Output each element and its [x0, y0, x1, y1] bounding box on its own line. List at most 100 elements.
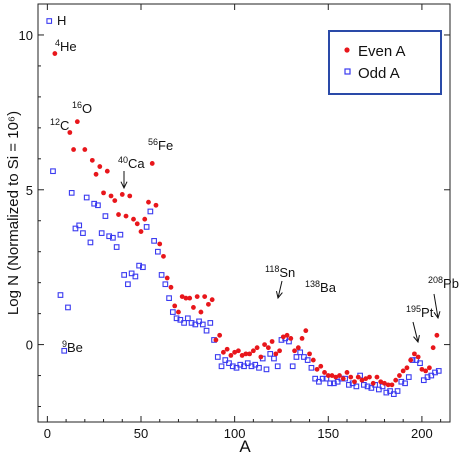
- even-a-point: [397, 373, 402, 378]
- odd-a-point: [346, 381, 352, 388]
- odd-a-point: [91, 200, 98, 207]
- even-a-point: [131, 216, 136, 222]
- even-a-point: [352, 379, 357, 385]
- even-a-point: [340, 376, 346, 382]
- even-a-point: [262, 342, 267, 347]
- annotation-he: 4He: [55, 38, 77, 54]
- odd-a-point: [57, 292, 64, 298]
- y-tick-label: 5: [26, 183, 33, 198]
- odd-a-point: [65, 304, 71, 311]
- annotation-arrowhead: [275, 291, 283, 300]
- even-a-point: [389, 382, 395, 388]
- even-a-point: [239, 353, 245, 358]
- odd-a-point: [361, 381, 367, 388]
- even-a-point: [363, 376, 369, 382]
- even-a-point: [310, 357, 316, 363]
- even-a-point: [134, 221, 140, 227]
- even-a-point: [385, 382, 391, 388]
- odd-a-point: [402, 380, 408, 387]
- x-tick-label: 50: [134, 426, 148, 441]
- even-a-point: [74, 119, 80, 125]
- even-a-point: [277, 348, 282, 354]
- legend-odd-label: Odd A: [358, 65, 400, 82]
- odd-a-point: [274, 363, 281, 370]
- annotation-arrowhead: [120, 181, 128, 190]
- odd-a-point: [237, 361, 244, 368]
- odd-a-point: [177, 316, 184, 323]
- even-a-point: [217, 332, 223, 338]
- odd-a-point: [252, 361, 259, 368]
- odd-a-point: [353, 383, 360, 390]
- even-a-point: [224, 346, 230, 352]
- legend-odd-marker: [344, 68, 351, 75]
- odd-a-point: [61, 347, 68, 354]
- odd-a-point: [117, 231, 124, 238]
- odd-a-point: [222, 357, 229, 363]
- odd-a-point: [289, 363, 296, 370]
- x-tick-label: 100: [224, 426, 246, 441]
- odd-a-point: [158, 272, 165, 278]
- even-a-point: [89, 157, 95, 163]
- odd-a-point: [46, 18, 53, 24]
- even-a-point: [295, 345, 301, 351]
- odd-a-point: [394, 388, 401, 394]
- odd-a-point: [132, 273, 139, 280]
- odd-a-point: [136, 262, 142, 269]
- even-a-point: [232, 349, 238, 355]
- odd-a-point: [375, 386, 382, 393]
- even-a-point: [370, 380, 376, 386]
- y-tick-label: 0: [26, 338, 33, 353]
- even-a-point: [269, 339, 275, 344]
- even-a-point: [221, 349, 226, 355]
- even-a-point: [419, 366, 425, 372]
- annotation-be: 9Be: [62, 339, 83, 355]
- odd-a-point: [226, 360, 232, 367]
- y-tick-label: 10: [19, 28, 33, 43]
- odd-a-point: [432, 369, 438, 376]
- odd-a-point: [113, 244, 120, 250]
- even-a-point: [329, 373, 335, 378]
- even-a-point: [348, 374, 354, 380]
- odd-a-point: [297, 349, 304, 356]
- even-a-point: [412, 351, 417, 357]
- odd-a-point: [256, 364, 262, 371]
- even-a-point: [243, 351, 249, 357]
- even-a-point: [168, 284, 174, 290]
- odd-a-point: [383, 389, 390, 396]
- odd-a-point: [398, 378, 405, 385]
- odd-a-point: [87, 239, 94, 246]
- odd-a-point: [121, 272, 127, 278]
- annotation-sn: 118Sn: [265, 264, 295, 280]
- odd-a-point: [319, 375, 326, 382]
- even-a-point: [314, 366, 320, 372]
- even-a-point: [322, 370, 327, 375]
- annotation-c: 12C: [50, 117, 69, 133]
- y-axis-label: Log N (Normalized to Si = 10⁶): [5, 111, 22, 315]
- odd-a-point: [188, 320, 195, 326]
- even-a-point: [161, 253, 166, 259]
- even-a-point: [247, 351, 253, 357]
- even-a-point: [393, 377, 399, 383]
- even-a-point: [82, 147, 88, 152]
- even-a-point: [112, 198, 118, 204]
- even-a-point: [430, 345, 436, 351]
- odd-a-point: [263, 366, 270, 373]
- even-a-series: [52, 51, 440, 388]
- odd-a-point: [166, 295, 172, 301]
- odd-a-point: [151, 238, 157, 244]
- even-a-point: [344, 370, 350, 375]
- odd-a-point: [420, 377, 427, 384]
- even-a-point: [97, 164, 103, 169]
- annotation-pt: 195Pt: [406, 304, 434, 320]
- even-a-point: [146, 199, 151, 205]
- even-a-point: [71, 147, 76, 152]
- even-a-point: [176, 309, 181, 315]
- odd-a-point: [229, 363, 236, 370]
- even-a-point: [206, 301, 211, 307]
- even-a-point: [138, 229, 144, 234]
- even-a-point: [423, 368, 429, 374]
- odd-a-point: [417, 360, 423, 367]
- annotation-pb: 208Pb: [428, 275, 459, 291]
